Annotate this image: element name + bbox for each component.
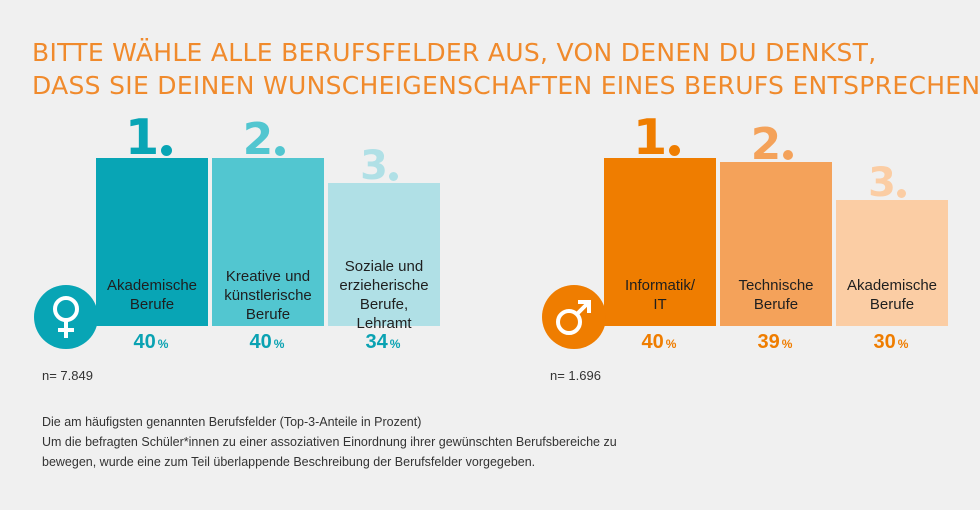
value-unit: % [897, 337, 909, 351]
value-unit: % [781, 337, 793, 351]
rank-dot [160, 145, 172, 156]
male-sign-icon [542, 285, 606, 349]
footnote: Die am häufigsten genannten Berufsfelder… [42, 412, 617, 472]
bar-2: Technische Berufe [720, 162, 832, 326]
value-unit: % [273, 337, 285, 351]
rank-dot [782, 150, 793, 161]
title-line-2: DASS SIE DEINEN WUNSCHEIGENSCHAFTEN EINE… [32, 71, 980, 100]
male-chart: Informatik/ IT 1 40% Technische Berufe 2 39% A… [508, 0, 948, 400]
bar-label-2: Technische Berufe [738, 276, 814, 313]
value-label-3: 34% [328, 331, 438, 354]
value-label-1: 40% [96, 331, 206, 354]
rank-number: 2 [242, 114, 274, 166]
value-unit: % [389, 337, 401, 351]
rank-dot [897, 189, 907, 198]
value-label-1: 40% [604, 331, 714, 354]
bar-label-2: Kreative und künstlerische Berufe [224, 267, 312, 323]
value-number: 30 [873, 331, 896, 353]
rank-dot [274, 146, 285, 156]
bar-label-3: Soziale und erzieherische Berufe, Lehram… [339, 257, 429, 332]
bar-label-1: Akademische Berufe [106, 277, 198, 313]
footnote-line-3: bewegen, wurde eine zum Teil überlappend… [42, 455, 536, 469]
rank-number: 1 [124, 108, 160, 167]
rank-number: 3 [360, 143, 388, 190]
rank-dot [389, 172, 399, 182]
value-label-3: 30% [836, 331, 946, 354]
value-unit: % [665, 337, 677, 351]
value-number: 40 [133, 331, 156, 353]
rank-number: 3 [868, 159, 896, 206]
bar-label-3: Akademische Berufe [846, 277, 938, 313]
footnote-line-2: Um die befragten Schüler*innen zu einer … [42, 435, 617, 449]
female-chart: Akademische Berufe 1 40% Kreative und künst… [0, 0, 440, 400]
chart-title: BITTE WÄHLE ALLE BERUFSFELDER AUS, VON D… [32, 36, 980, 102]
rank-dot [668, 145, 680, 156]
bar-1: Informatik/ IT [604, 158, 716, 326]
footnote-line-1: Die am häufigsten genannten Berufsfelder… [42, 415, 422, 429]
sample-size-label: n= 1.696 [550, 368, 601, 383]
rank-number: 1 [632, 108, 668, 167]
sample-size-label: n= 7.849 [42, 368, 93, 383]
bar-label-1: Informatik/ IT [624, 277, 696, 313]
value-unit: % [157, 337, 169, 351]
value-number: 39 [757, 331, 780, 353]
value-number: 40 [249, 331, 272, 353]
bar-3: Soziale und erzieherische Berufe, Lehram… [328, 183, 440, 332]
female-sign-icon [34, 285, 98, 349]
rank-number: 2 [750, 118, 782, 170]
value-label-2: 40% [212, 331, 322, 354]
value-number: 40 [641, 331, 664, 353]
value-number: 34 [365, 331, 388, 353]
title-line-1: BITTE WÄHLE ALLE BERUFSFELDER AUS, VON D… [32, 38, 877, 67]
bar-1: Akademische Berufe [96, 158, 208, 326]
bar-3: Akademische Berufe [836, 200, 948, 326]
bar-2: Kreative und künstlerische Berufe [212, 158, 324, 326]
value-label-2: 39% [720, 331, 830, 354]
